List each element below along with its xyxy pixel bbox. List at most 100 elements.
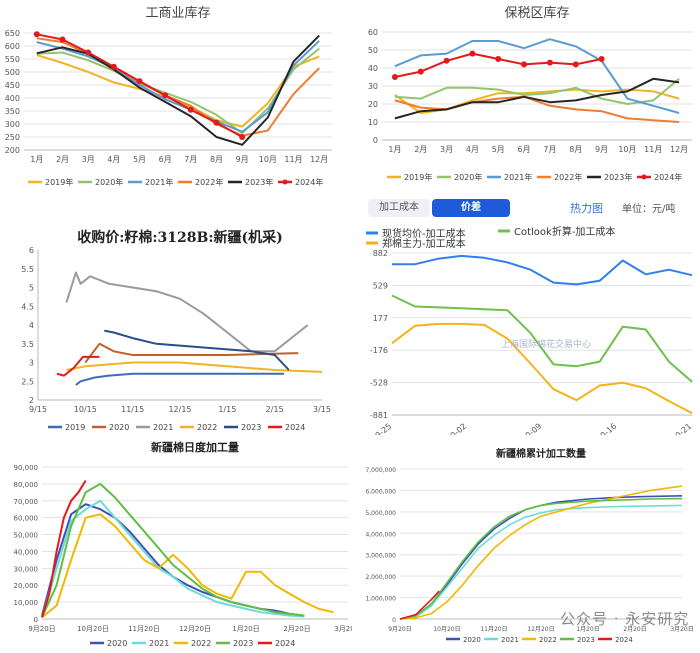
legend-label: 2022 bbox=[197, 423, 217, 432]
legend-label: 2022 bbox=[191, 639, 211, 648]
tab-price-spread[interactable]: 价差 bbox=[432, 199, 510, 217]
y-tick-label: 5 bbox=[29, 284, 34, 293]
x-tick-label: 12月 bbox=[670, 145, 688, 154]
data-point-2024- bbox=[33, 31, 40, 38]
tab-processing-cost[interactable]: 加工成本 bbox=[368, 199, 430, 217]
legend-label: 2019 bbox=[65, 423, 85, 432]
y-tick-label: 1,000,000 bbox=[365, 596, 396, 603]
x-tick-label: 11月20日 bbox=[480, 626, 507, 633]
x-tick-label: 9月20日 bbox=[28, 625, 55, 633]
chart-price-spread: 882 529 177 -176 -528 -881 09-25 10-02 10-09 10-1… bbox=[352, 195, 700, 435]
x-tick-label: 2月20日 bbox=[283, 625, 310, 633]
y-tick-label: 2 bbox=[29, 396, 34, 405]
legend-label: 现货均价-加工成本 bbox=[382, 227, 466, 240]
legend-label: 2024 bbox=[615, 636, 633, 644]
x-tick-label: 2/15 bbox=[266, 405, 284, 414]
x-tick-label: 4月 bbox=[107, 155, 120, 164]
y-tick-label: 50,000 bbox=[14, 532, 39, 540]
chart-title: 工商业库存 bbox=[145, 5, 210, 21]
x-tick-label: 8月 bbox=[210, 155, 223, 164]
series-line-2023 bbox=[399, 497, 683, 620]
footer-watermark: 公众号 · 永安研究 bbox=[560, 610, 690, 628]
y-tick-label: 0 bbox=[373, 136, 378, 145]
x-tick-label: 10-21 bbox=[670, 422, 694, 435]
x-tick-label: 12月20日 bbox=[527, 626, 554, 633]
series-line-2023 bbox=[41, 482, 305, 618]
x-tick-label: 8月 bbox=[569, 145, 582, 154]
x-tick-label: 2月 bbox=[414, 145, 427, 154]
x-tick-label: 9/15 bbox=[29, 405, 47, 414]
x-tick-label: 11/15 bbox=[121, 405, 144, 414]
legend-label: 2023 bbox=[241, 423, 261, 432]
y-tick-label: 4,000,000 bbox=[365, 531, 396, 538]
x-tick-label: 3月 bbox=[82, 155, 95, 164]
legend-label: 2021年 bbox=[145, 177, 173, 187]
legend-label: 郑棉主力-加工成本 bbox=[382, 237, 466, 250]
y-tick-label: 529 bbox=[373, 281, 388, 290]
y-tick-label: 5,000,000 bbox=[365, 510, 396, 517]
x-tick-label: 9月 bbox=[236, 155, 249, 164]
legend-label: 2023 bbox=[577, 636, 595, 644]
y-tick-label: 650 bbox=[5, 29, 20, 38]
x-tick-label: 10/15 bbox=[74, 405, 97, 414]
x-tick-label: 5月 bbox=[133, 155, 146, 164]
series-line-2019 bbox=[75, 372, 285, 386]
y-tick-label: 0 bbox=[34, 616, 38, 624]
x-tick-label: 9月 bbox=[595, 145, 608, 154]
y-tick-label: 500 bbox=[5, 68, 20, 77]
x-tick-label: 1/15 bbox=[218, 405, 236, 414]
y-tick-label: 4 bbox=[29, 321, 34, 330]
series-line-2020 bbox=[41, 503, 305, 617]
chart-title: 收购价:籽棉:3128B:新疆(机采) bbox=[77, 229, 283, 246]
x-tick-label: 12/15 bbox=[168, 405, 191, 414]
x-tick-label: 10-02 bbox=[445, 422, 469, 435]
x-tick-label: 10-09 bbox=[520, 422, 544, 435]
legend-label: 2021 bbox=[149, 639, 169, 648]
data-point-2024- bbox=[443, 57, 450, 64]
legend-label: 2022年 bbox=[554, 172, 582, 182]
series-line-2022 bbox=[41, 513, 334, 619]
legend-label: 2020 bbox=[109, 423, 129, 432]
x-tick-label: 1月20日 bbox=[576, 626, 599, 633]
x-tick-label: 09-25 bbox=[370, 422, 394, 435]
x-tick-label: 1月 bbox=[30, 155, 43, 164]
y-tick-label: 3,000,000 bbox=[365, 553, 396, 560]
y-tick-label: 350 bbox=[5, 107, 20, 116]
x-tick-label: 10月20日 bbox=[433, 626, 460, 633]
x-tick-label: 10-16 bbox=[595, 422, 619, 435]
x-tick-label: 10月 bbox=[618, 145, 636, 154]
x-tick-label: 3/15 bbox=[313, 405, 331, 414]
y-tick-label: 200 bbox=[5, 146, 20, 155]
y-tick-label: 3.5 bbox=[21, 340, 34, 349]
y-tick-label: 2,000,000 bbox=[365, 574, 396, 581]
x-tick-label: 2月20日 bbox=[623, 626, 646, 633]
x-tick-label: 10月 bbox=[259, 155, 277, 164]
x-tick-label: 3月 bbox=[440, 145, 453, 154]
data-point-2024- bbox=[213, 119, 220, 126]
chart-daily-processing: 新疆棉日度加工量 0 10,000 20,000 30,000 40,000 50,000 6… bbox=[0, 437, 353, 653]
x-tick-label: 6月 bbox=[518, 145, 531, 154]
series-line-2021 bbox=[41, 499, 305, 618]
y-tick-label: 30 bbox=[368, 82, 378, 91]
x-tick-label: 1月 bbox=[388, 145, 401, 154]
x-tick-label: 9月20日 bbox=[388, 626, 411, 633]
legend-label: 2020 bbox=[107, 639, 127, 648]
legend-label: 2022 bbox=[539, 636, 557, 644]
series-line-2023- bbox=[394, 77, 680, 120]
legend-label: Cotlook折算-加工成本 bbox=[514, 225, 615, 238]
y-tick-label: 80,000 bbox=[14, 481, 39, 489]
heatmap-link[interactable]: 热力图 bbox=[570, 202, 603, 215]
y-tick-label: 400 bbox=[5, 94, 20, 103]
legend-label: 2020年 bbox=[454, 172, 482, 182]
series-line-2020- bbox=[36, 47, 320, 135]
series-line-2020- bbox=[394, 78, 680, 105]
legend-marker bbox=[641, 174, 647, 180]
x-tick-label: 7月 bbox=[543, 145, 556, 154]
y-tick-label: 3 bbox=[29, 359, 34, 368]
y-tick-label: 4.5 bbox=[21, 302, 34, 311]
chart-watermark: 上海国际棉花交易中心 bbox=[501, 338, 591, 350]
series-line-2021 bbox=[399, 504, 683, 620]
data-point-2024- bbox=[521, 61, 528, 68]
x-tick-label: 5月 bbox=[492, 145, 505, 154]
legend-label: 2024 bbox=[285, 423, 305, 432]
